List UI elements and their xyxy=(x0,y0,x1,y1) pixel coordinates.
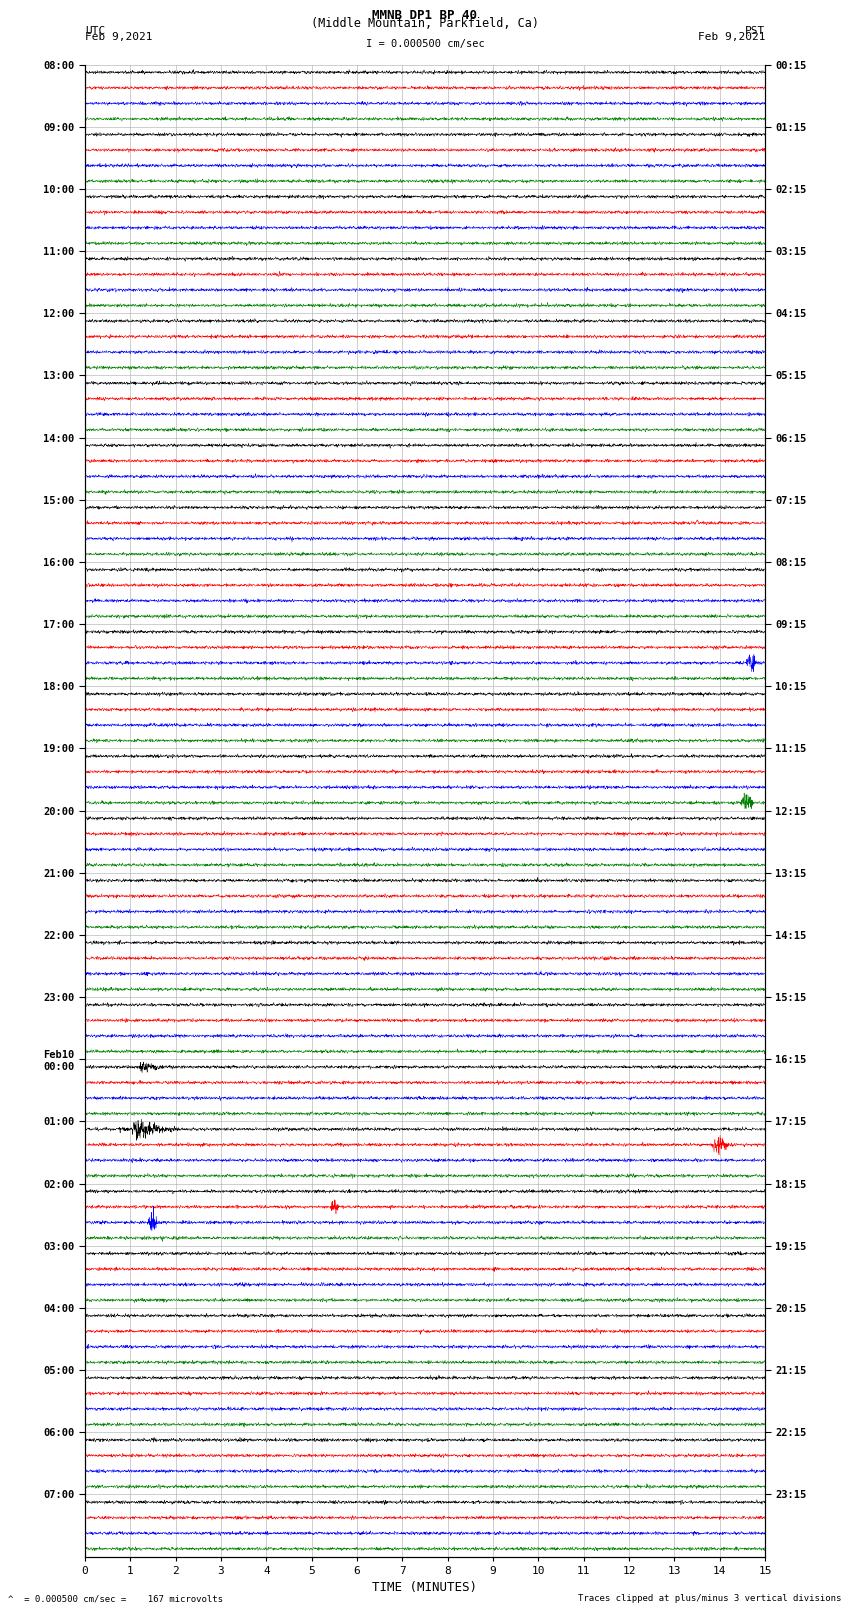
Text: Feb 9,2021: Feb 9,2021 xyxy=(85,32,152,42)
Text: Feb 9,2021: Feb 9,2021 xyxy=(698,32,765,42)
Text: UTC: UTC xyxy=(85,26,105,35)
Text: ^  = 0.000500 cm/sec =    167 microvolts: ^ = 0.000500 cm/sec = 167 microvolts xyxy=(8,1594,224,1603)
Text: Traces clipped at plus/minus 3 vertical divisions: Traces clipped at plus/minus 3 vertical … xyxy=(578,1594,842,1603)
Text: I = 0.000500 cm/sec: I = 0.000500 cm/sec xyxy=(366,39,484,48)
Text: PST: PST xyxy=(745,26,765,35)
Text: MMNB DP1 BP 40: MMNB DP1 BP 40 xyxy=(372,10,478,23)
Text: (Middle Mountain, Parkfield, Ca): (Middle Mountain, Parkfield, Ca) xyxy=(311,18,539,31)
X-axis label: TIME (MINUTES): TIME (MINUTES) xyxy=(372,1581,478,1594)
